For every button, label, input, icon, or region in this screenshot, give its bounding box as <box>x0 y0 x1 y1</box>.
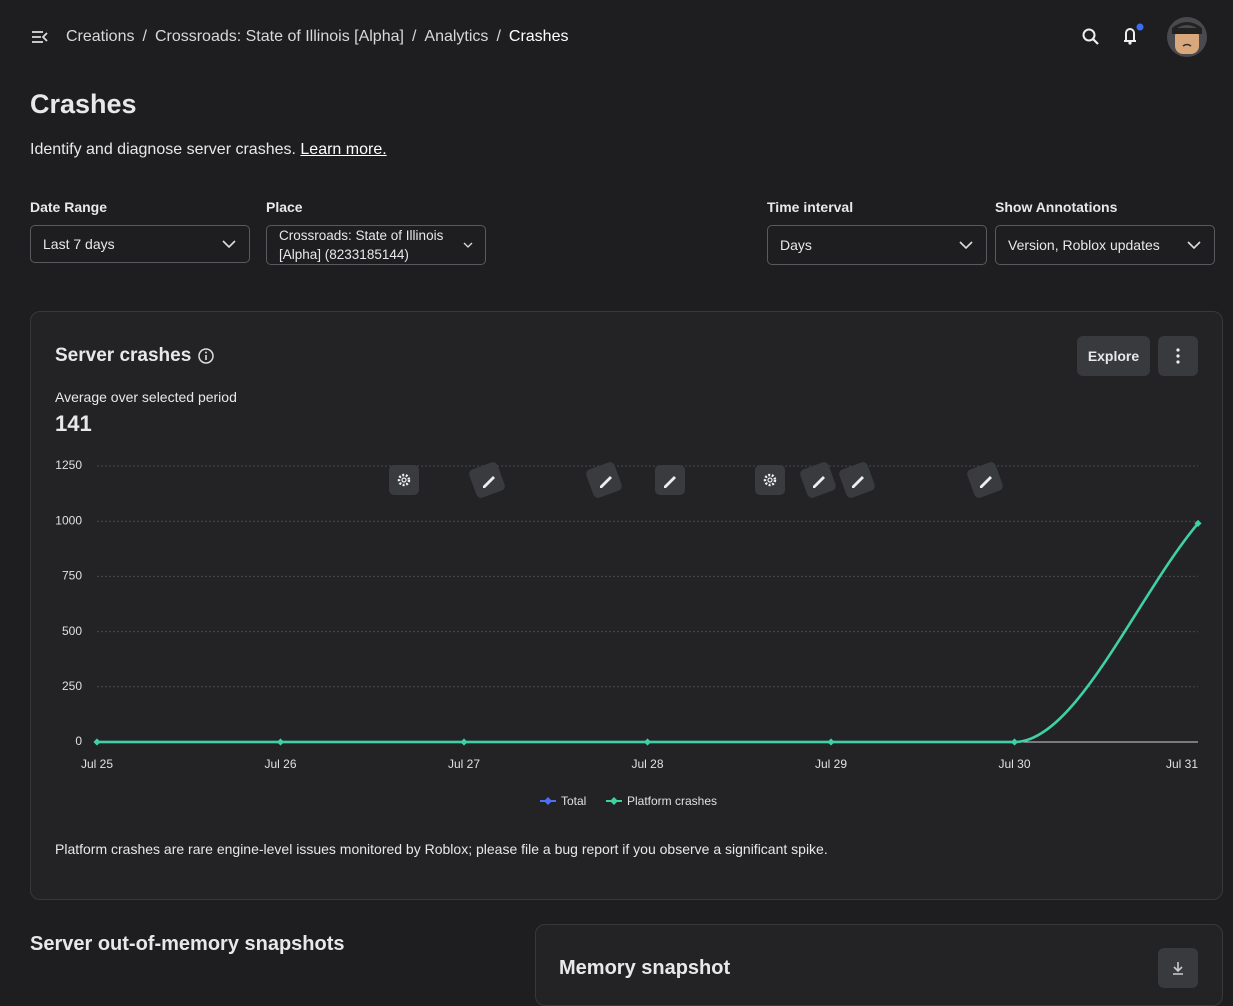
dropdown[interactable]: Version, Roblox updates <box>995 225 1215 265</box>
info-icon[interactable] <box>197 347 215 365</box>
breadcrumbs: Creations / Crossroads: State of Illinoi… <box>66 28 568 46</box>
breadcrumb[interactable]: Crossroads: State of Illinois [Alpha] <box>154 28 404 45</box>
chevron <box>222 240 236 249</box>
more-button[interactable] <box>1158 336 1198 376</box>
breadcrumb[interactable]: Creations <box>66 28 135 45</box>
explore-button[interactable]: Explore <box>1077 336 1150 376</box>
filter-label: Show Annotations <box>995 199 1118 215</box>
separator: / <box>142 28 147 45</box>
description: Identify and diagnose server crashes. Le… <box>30 141 387 159</box>
avatar[interactable] <box>1166 16 1208 58</box>
snapshot-title: Memory snapshot <box>559 957 731 979</box>
notifications-icon[interactable] <box>1120 22 1144 46</box>
page: Creations / Crossroads: State of Illinoi… <box>30 16 1223 1006</box>
description-text: Identify and diagnose server crashes. <box>30 141 296 158</box>
dropdown-value: Crossroads: State of Illinois [Alpha] (8… <box>279 228 444 262</box>
chart-note: Platform crashes are rare engine-level i… <box>55 841 828 857</box>
chevron <box>959 241 973 250</box>
card-title-text: Server crashes <box>55 345 192 366</box>
filter-label: Place <box>266 199 303 215</box>
search-icon[interactable] <box>1081 27 1101 47</box>
learn-more-link[interactable]: Learn more. <box>300 141 387 158</box>
dropdown[interactable]: Last 7 days <box>30 225 250 263</box>
filter-label: Date Range <box>30 199 108 215</box>
page-title: Crashes <box>30 89 137 119</box>
chevron <box>463 242 473 248</box>
download-button[interactable] <box>1158 948 1198 988</box>
separator: / <box>496 28 501 45</box>
dropdown-value: Version, Roblox updates <box>1008 237 1160 253</box>
breadcrumb: Crashes <box>508 28 569 45</box>
dropdown[interactable]: Crossroads: State of Illinois [Alpha] (8… <box>266 225 486 265</box>
filter-label: Time interval <box>767 199 854 215</box>
dropdown-value: Days <box>780 237 812 253</box>
chevron <box>1187 241 1201 250</box>
more-icon <box>1176 348 1180 364</box>
dropdown-value: Last 7 days <box>43 236 115 252</box>
download-icon <box>1173 962 1183 975</box>
dropdown[interactable]: Days <box>767 225 987 265</box>
separator: / <box>411 28 417 45</box>
breadcrumb[interactable]: Analytics <box>424 28 489 45</box>
section-title: Server out-of-memory snapshots <box>30 933 345 955</box>
card-title: Server crashes <box>55 345 215 367</box>
menu-icon[interactable] <box>30 29 50 45</box>
average-label: Average over selected period <box>55 389 237 405</box>
average-value: 141 <box>55 411 92 436</box>
